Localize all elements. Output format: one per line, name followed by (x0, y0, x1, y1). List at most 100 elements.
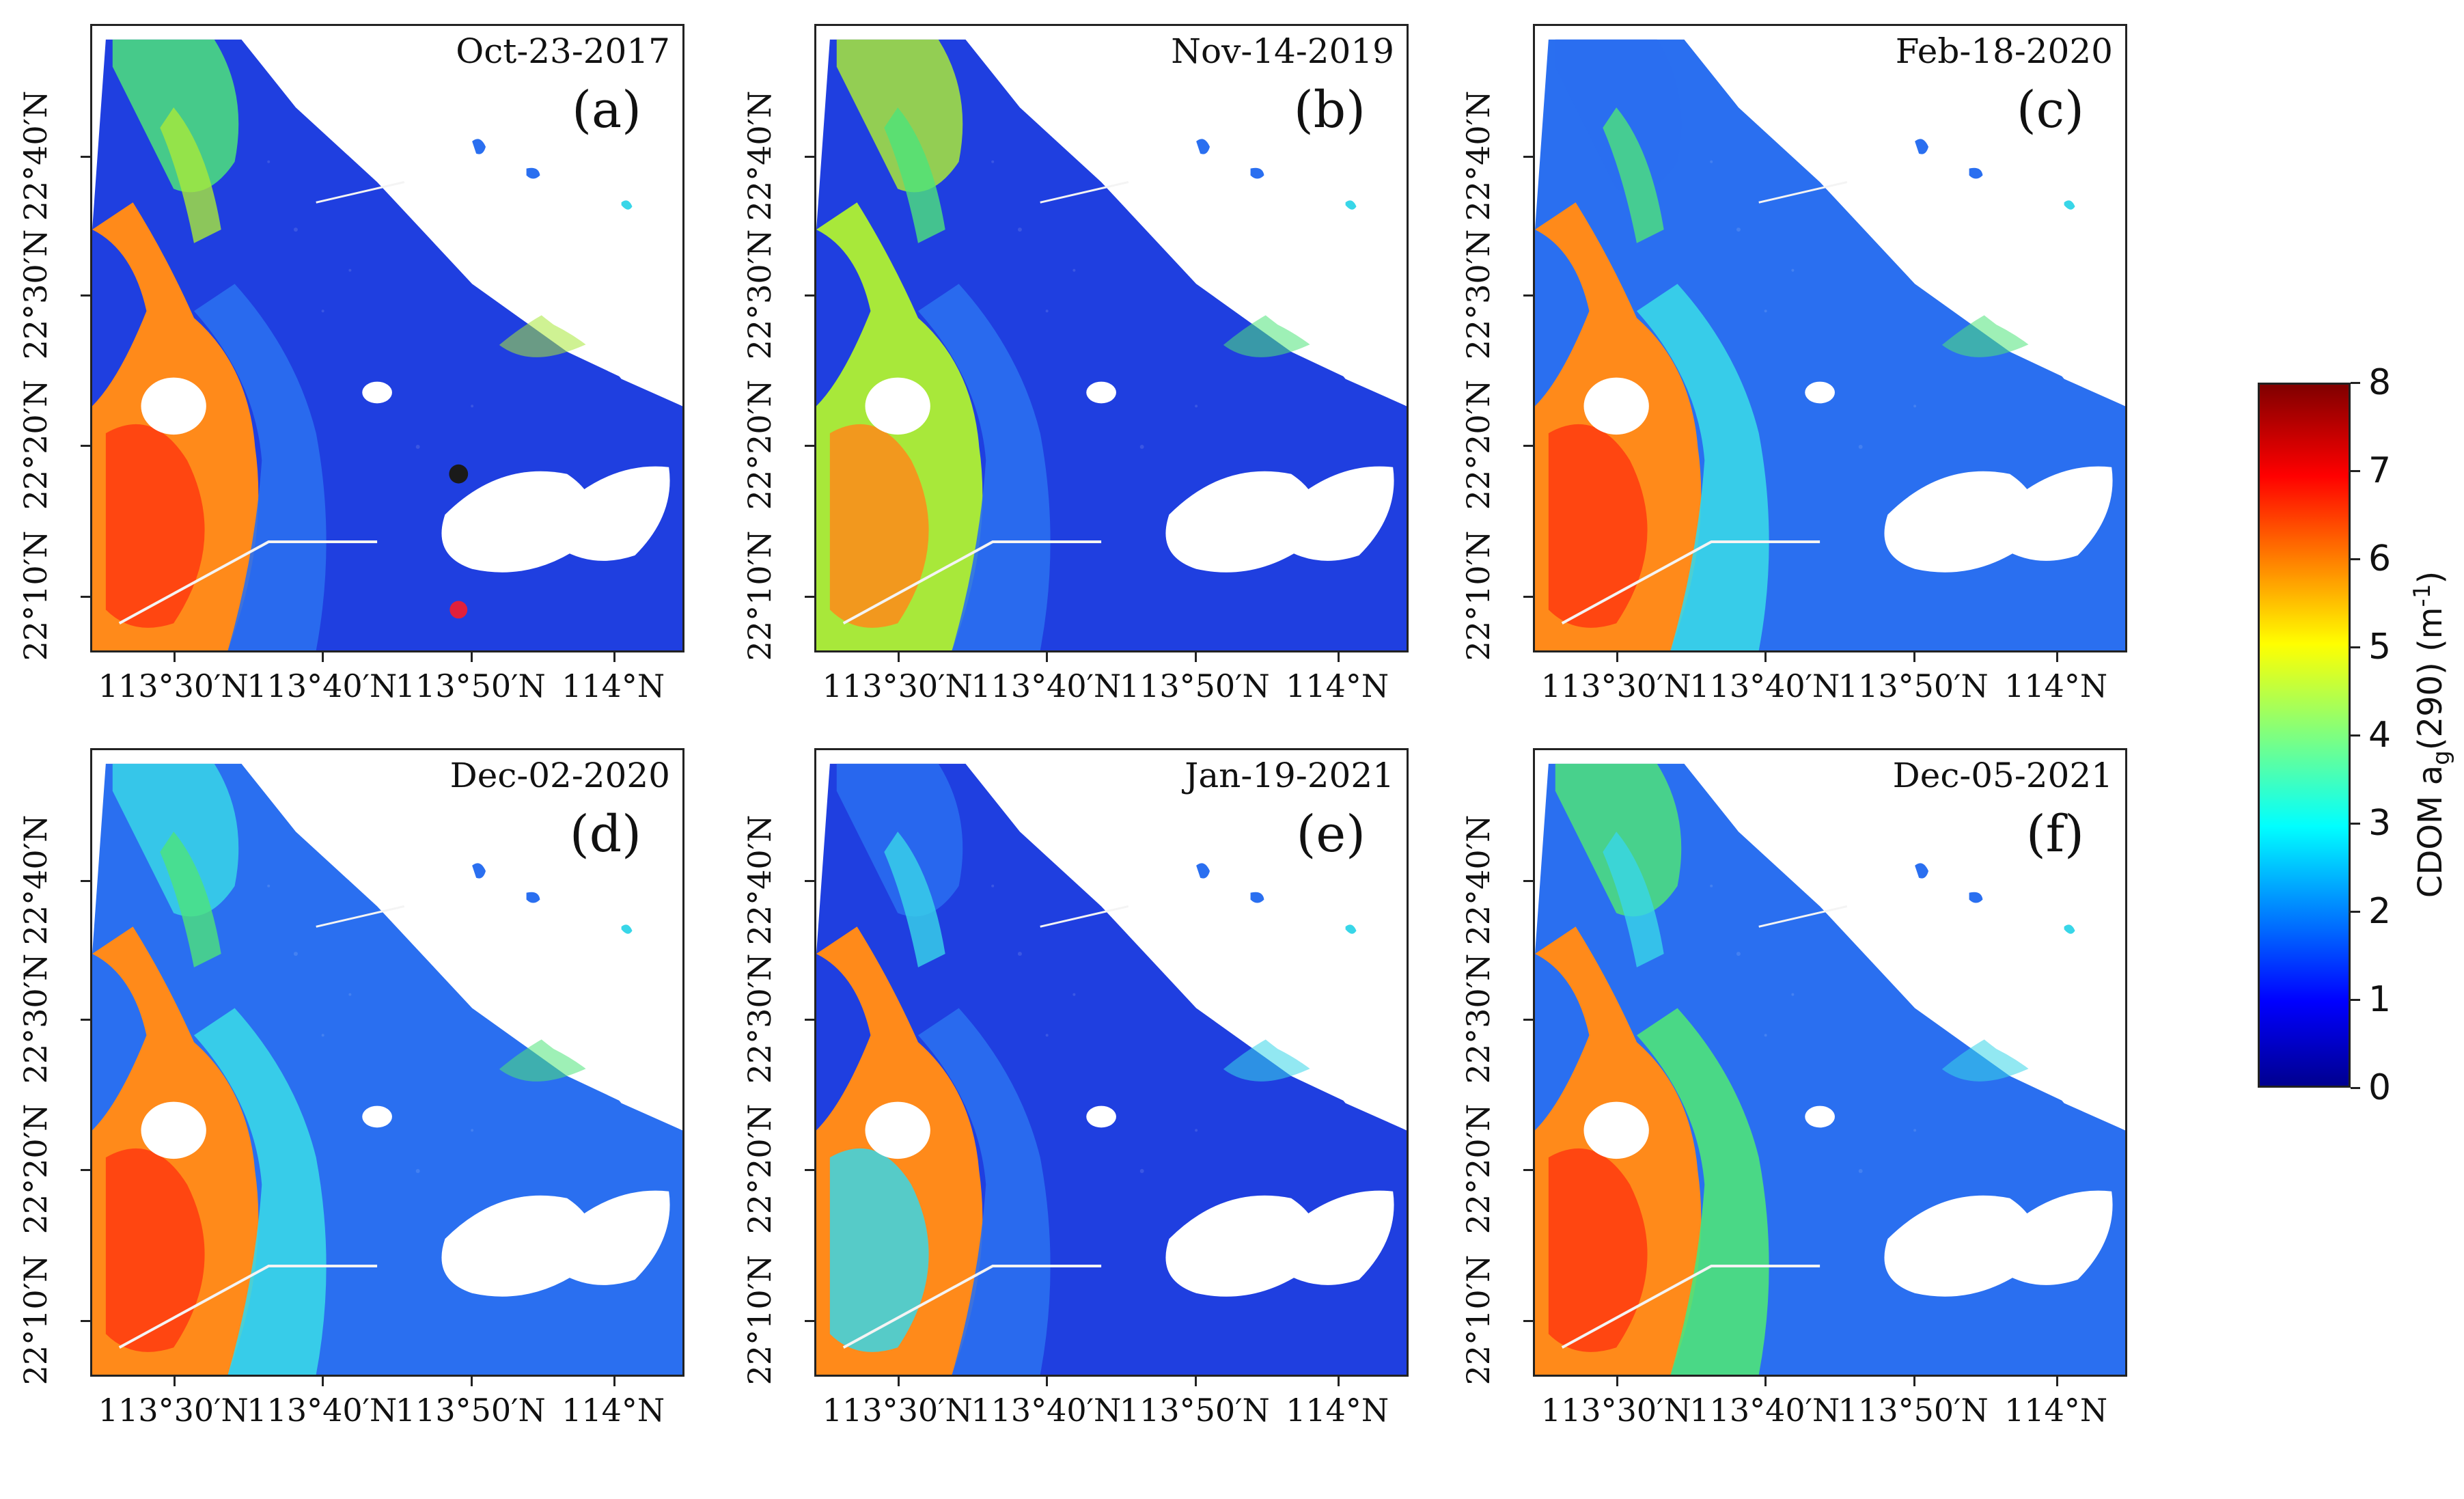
y-tick-label: 22°20′N (741, 380, 778, 510)
y-tick-label: 22°20′N (1460, 380, 1497, 510)
map-panel-b: Nov-14-2019 (b) (814, 24, 1409, 652)
colorbar (2258, 383, 2351, 1088)
x-tick-mark (1046, 1377, 1049, 1386)
x-tick-mark (1913, 652, 1915, 662)
colorbar-tick-mark (2351, 734, 2360, 737)
x-tick-label: 113°50′N (1119, 668, 1270, 704)
colorbar-tick-mark (2351, 823, 2360, 825)
estuary-map-d (92, 750, 682, 1375)
x-tick-label: 113°40′N (247, 668, 398, 704)
colorbar-tick-mark (2351, 646, 2360, 648)
y-tick-mark (805, 880, 814, 883)
panel-letter-e: (e) (1296, 805, 1366, 864)
colorbar-tick-label: 3 (2368, 803, 2392, 844)
x-tick-mark (1337, 1377, 1340, 1386)
x-tick-label: 114°N (562, 668, 665, 704)
panel-date-f: Dec-05-2021 (1892, 756, 2113, 795)
x-tick-label: 113°30′N (1540, 668, 1691, 704)
x-tick-label: 114°N (2004, 668, 2108, 704)
y-tick-mark (81, 1320, 90, 1323)
y-tick-mark (81, 1018, 90, 1021)
x-tick-mark (613, 652, 615, 662)
y-tick-label: 22°40′N (741, 814, 778, 946)
x-tick-label: 113°50′N (395, 1392, 546, 1429)
y-tick-mark (805, 1018, 814, 1021)
x-tick-mark (2055, 1377, 2058, 1386)
panel-date-b: Nov-14-2019 (1171, 31, 1394, 71)
y-tick-mark (1523, 880, 1533, 883)
x-tick-label: 114°N (1286, 1392, 1389, 1429)
x-tick-label: 113°40′N (247, 1392, 398, 1429)
y-tick-mark (805, 1320, 814, 1323)
colorbar-gradient (2260, 385, 2349, 1086)
y-tick-label: 22°40′N (1460, 814, 1497, 946)
colorbar-tick-mark (2351, 382, 2360, 384)
y-tick-mark (81, 445, 90, 448)
colorbar-tick-label: 2 (2368, 891, 2392, 932)
x-tick-mark (1913, 1377, 1915, 1386)
y-tick-label: 22°30′N (741, 229, 778, 359)
x-tick-mark (1764, 1377, 1767, 1386)
panel-date-c: Feb-18-2020 (1895, 31, 2113, 71)
x-tick-mark (322, 652, 324, 662)
panel-letter-d: (d) (569, 805, 641, 864)
x-tick-mark (1616, 1377, 1618, 1386)
y-tick-label: 22°30′N (17, 229, 54, 359)
x-tick-label: 113°40′N (971, 668, 1122, 704)
x-tick-mark (2055, 652, 2058, 662)
colorbar-tick-mark (2351, 911, 2360, 913)
y-tick-label: 22°20′N (1460, 1104, 1497, 1235)
y-tick-label: 22°40′N (1460, 90, 1497, 221)
map-panel-a: Oct-23-2017 (a) (90, 24, 684, 652)
x-tick-label: 114°N (2004, 1392, 2108, 1429)
colorbar-tick-mark (2351, 999, 2360, 1001)
panel-date-e: Jan-19-2021 (1185, 756, 1394, 795)
estuary-map-f (1535, 750, 2125, 1375)
map-panel-e: Jan-19-2021 (e) (814, 748, 1409, 1377)
map-panel-d: Dec-02-2020 (d) (90, 748, 684, 1377)
x-tick-mark (1764, 652, 1767, 662)
y-tick-mark (805, 596, 814, 599)
panel-letter-f: (f) (2025, 805, 2084, 864)
y-tick-mark (805, 445, 814, 448)
panel-date-d: Dec-02-2020 (449, 756, 670, 795)
estuary-map-c (1535, 26, 2125, 650)
y-tick-mark (805, 156, 814, 159)
y-tick-mark (81, 1169, 90, 1172)
station-marker-black (449, 464, 469, 484)
y-tick-mark (1523, 445, 1533, 448)
y-tick-label: 22°30′N (1460, 953, 1497, 1084)
panel-letter-a: (a) (572, 81, 641, 139)
x-tick-mark (322, 1377, 324, 1386)
x-tick-mark (1616, 652, 1618, 662)
y-tick-mark (1523, 156, 1533, 159)
x-tick-mark (1337, 652, 1340, 662)
y-tick-label: 22°40′N (17, 814, 54, 946)
station-marker-red (449, 601, 468, 619)
colorbar-tick-label: 7 (2368, 450, 2392, 491)
x-tick-label: 113°30′N (98, 1392, 249, 1429)
y-tick-label: 22°10′N (1460, 1254, 1497, 1386)
y-tick-mark (1523, 1018, 1533, 1021)
colorbar-title: CDOM ag(290) (m-1) (2409, 570, 2455, 898)
panel-letter-c: (c) (2016, 81, 2084, 139)
y-tick-label: 22°20′N (17, 1104, 54, 1235)
y-tick-mark (1523, 1169, 1533, 1172)
y-tick-mark (81, 294, 90, 297)
x-tick-mark (470, 1377, 473, 1386)
map-panel-f: Dec-05-2021 (f) (1533, 748, 2127, 1377)
x-tick-label: 113°50′N (1119, 1392, 1270, 1429)
x-tick-label: 113°30′N (822, 1392, 973, 1429)
colorbar-tick-label: 0 (2368, 1067, 2392, 1108)
y-tick-mark (81, 596, 90, 599)
x-tick-label: 113°40′N (971, 1392, 1122, 1429)
y-tick-mark (81, 880, 90, 883)
map-panel-c: Feb-18-2020 (c) (1533, 24, 2127, 652)
x-tick-label: 113°30′N (98, 668, 249, 704)
y-tick-label: 22°30′N (741, 953, 778, 1084)
x-tick-label: 113°40′N (1689, 668, 1840, 704)
y-tick-mark (81, 156, 90, 159)
colorbar-tick-label: 5 (2368, 627, 2392, 668)
y-tick-label: 22°10′N (741, 1254, 778, 1386)
y-tick-label: 22°30′N (1460, 229, 1497, 359)
